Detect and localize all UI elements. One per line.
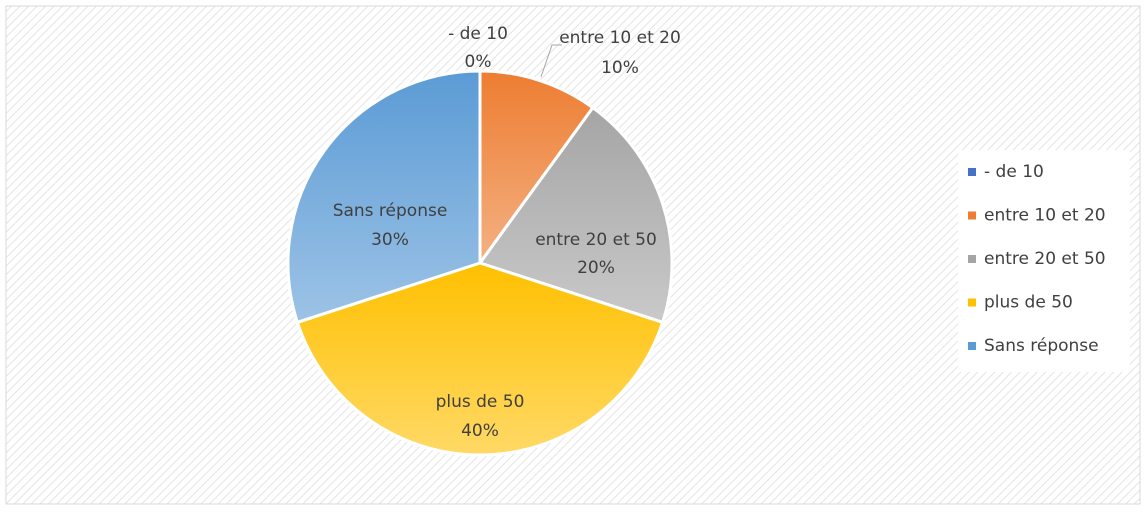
legend-swatch — [968, 255, 976, 263]
data-label-value: 10% — [601, 58, 639, 78]
pie-slice — [286, 69, 482, 325]
legend-label: - de 10 — [984, 162, 1044, 182]
legend-swatch — [968, 211, 976, 220]
legend-swatch — [968, 168, 976, 176]
pie-slice — [478, 69, 595, 268]
legend-label: entre 20 et 50 — [984, 249, 1106, 269]
data-label-name: Sans réponse — [333, 201, 448, 221]
data-label-value: 0% — [465, 52, 492, 72]
data-label-value: 20% — [577, 258, 615, 278]
legend-swatch — [968, 342, 976, 350]
legend-label: plus de 50 — [984, 293, 1073, 313]
data-label-value: 30% — [371, 230, 409, 250]
legend-box — [958, 150, 1130, 372]
data-label-name: plus de 50 — [436, 392, 525, 412]
data-label-value: 40% — [461, 421, 499, 441]
legend-label: entre 10 et 20 — [984, 206, 1106, 226]
data-label-name: entre 20 et 50 — [535, 230, 657, 250]
pie-slice — [477, 105, 674, 325]
data-label-name: entre 10 et 20 — [559, 28, 681, 48]
legend-label: Sans réponse — [984, 336, 1099, 356]
legend-swatch — [968, 298, 976, 307]
leader-line — [540, 44, 562, 78]
data-label-name: - de 10 — [448, 24, 508, 44]
pie-slice — [295, 261, 665, 457]
